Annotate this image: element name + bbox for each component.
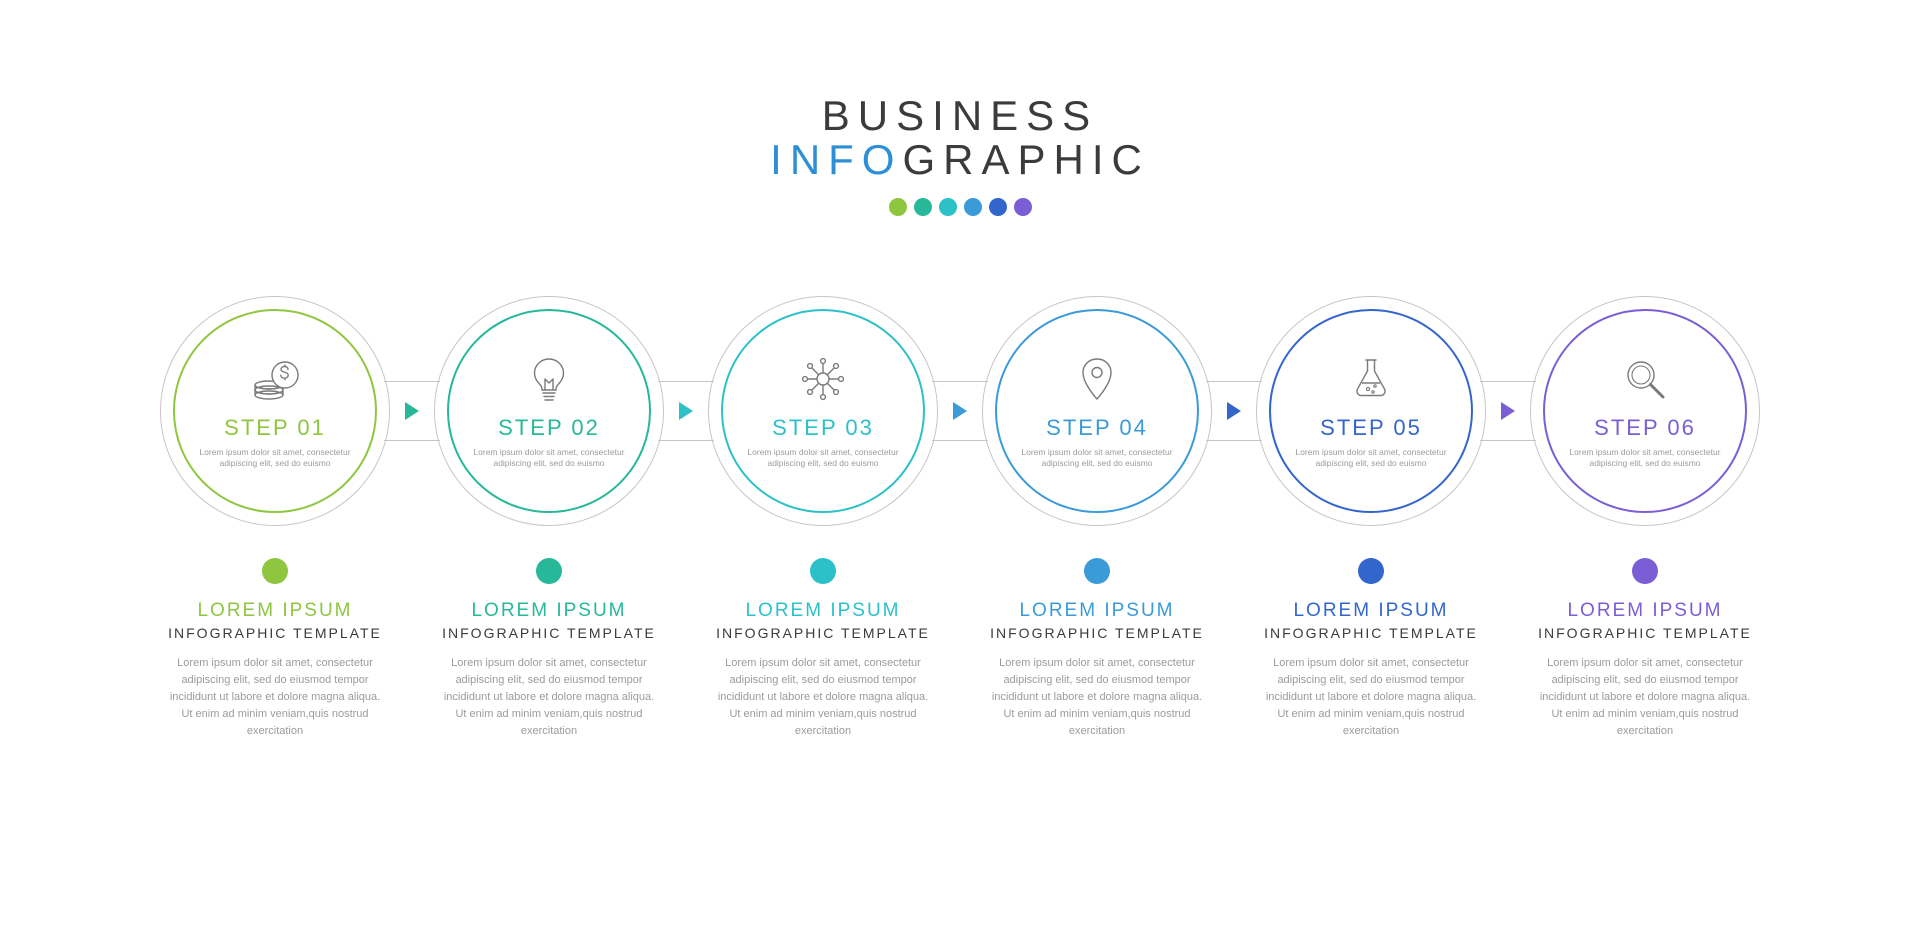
caption-title: LOREM IPSUM <box>434 600 664 622</box>
step-desc: Lorem ipsum dolor sit amet, consectetur … <box>1291 447 1451 470</box>
coins-dollar-icon <box>249 353 301 405</box>
caption-title: LOREM IPSUM <box>1530 600 1760 622</box>
step-label: STEP 05 <box>1320 415 1422 441</box>
header-dot <box>964 198 982 216</box>
chevron-right-icon <box>405 402 419 420</box>
caption-subtitle: INFOGRAPHIC TEMPLATE <box>1530 625 1760 641</box>
connector <box>390 381 434 441</box>
lightbulb-icon <box>523 353 575 405</box>
header: BUSINESS INFOGRAPHIC <box>0 0 1920 216</box>
caption: LOREM IPSUM INFOGRAPHIC TEMPLATE Lorem i… <box>160 558 390 740</box>
caption: LOREM IPSUM INFOGRAPHIC TEMPLATE Lorem i… <box>708 558 938 740</box>
caption-dot <box>536 558 562 584</box>
inner-ring: STEP 05 Lorem ipsum dolor sit amet, cons… <box>1269 309 1473 513</box>
connector-line-top <box>1480 381 1536 382</box>
chevron-right-icon <box>679 402 693 420</box>
inner-ring: STEP 01 Lorem ipsum dolor sit amet, cons… <box>173 309 377 513</box>
header-dot <box>914 198 932 216</box>
step-label: STEP 03 <box>772 415 874 441</box>
step-node: STEP 01 Lorem ipsum dolor sit amet, cons… <box>160 296 390 526</box>
step-desc: Lorem ipsum dolor sit amet, consectetur … <box>469 447 629 470</box>
caption-subtitle: INFOGRAPHIC TEMPLATE <box>1256 625 1486 641</box>
title-line2: INFOGRAPHIC <box>0 136 1920 184</box>
step-node: STEP 03 Lorem ipsum dolor sit amet, cons… <box>708 296 938 526</box>
step-desc: Lorem ipsum dolor sit amet, consectetur … <box>1565 447 1725 470</box>
caption-body: Lorem ipsum dolor sit amet, consectetur … <box>1530 655 1760 740</box>
step-node: STEP 04 Lorem ipsum dolor sit amet, cons… <box>982 296 1212 526</box>
map-pin-icon <box>1071 353 1123 405</box>
step-desc: Lorem ipsum dolor sit amet, consectetur … <box>195 447 355 470</box>
caption-title: LOREM IPSUM <box>160 600 390 622</box>
inner-ring: STEP 03 Lorem ipsum dolor sit amet, cons… <box>721 309 925 513</box>
step-label: STEP 01 <box>224 415 326 441</box>
caption-subtitle: INFOGRAPHIC TEMPLATE <box>982 625 1212 641</box>
chevron-right-icon <box>1501 402 1515 420</box>
header-dot <box>889 198 907 216</box>
connector-line-bottom <box>384 440 440 441</box>
connector-line-top <box>384 381 440 382</box>
flask-icon <box>1345 353 1397 405</box>
connector <box>1212 381 1256 441</box>
connector-line-top <box>932 381 988 382</box>
header-dot <box>1014 198 1032 216</box>
caption-title: LOREM IPSUM <box>708 600 938 622</box>
title-line2-part-b: GRAPHIC <box>902 136 1149 183</box>
inner-ring: STEP 02 Lorem ipsum dolor sit amet, cons… <box>447 309 651 513</box>
step-node: STEP 06 Lorem ipsum dolor sit amet, cons… <box>1530 296 1760 526</box>
title-line2-part-a: INFO <box>770 136 902 183</box>
caption: LOREM IPSUM INFOGRAPHIC TEMPLATE Lorem i… <box>1256 558 1486 740</box>
chevron-right-icon <box>1227 402 1241 420</box>
captions-row: LOREM IPSUM INFOGRAPHIC TEMPLATE Lorem i… <box>0 558 1920 740</box>
caption: LOREM IPSUM INFOGRAPHIC TEMPLATE Lorem i… <box>982 558 1212 740</box>
caption-subtitle: INFOGRAPHIC TEMPLATE <box>434 625 664 641</box>
caption-body: Lorem ipsum dolor sit amet, consectetur … <box>982 655 1212 740</box>
connector-line-top <box>1206 381 1262 382</box>
step-label: STEP 06 <box>1594 415 1696 441</box>
connector <box>1486 381 1530 441</box>
connector <box>938 381 982 441</box>
step-node: STEP 02 Lorem ipsum dolor sit amet, cons… <box>434 296 664 526</box>
title-line1: BUSINESS <box>0 92 1920 140</box>
step-label: STEP 02 <box>498 415 600 441</box>
inner-ring: STEP 04 Lorem ipsum dolor sit amet, cons… <box>995 309 1199 513</box>
step-label: STEP 04 <box>1046 415 1148 441</box>
step-chain: STEP 01 Lorem ipsum dolor sit amet, cons… <box>0 296 1920 526</box>
connector-line-top <box>658 381 714 382</box>
caption-dot <box>1632 558 1658 584</box>
inner-ring: STEP 06 Lorem ipsum dolor sit amet, cons… <box>1543 309 1747 513</box>
caption-dot <box>1358 558 1384 584</box>
caption-subtitle: INFOGRAPHIC TEMPLATE <box>160 625 390 641</box>
connector-line-bottom <box>1480 440 1536 441</box>
caption-body: Lorem ipsum dolor sit amet, consectetur … <box>160 655 390 740</box>
header-dot <box>939 198 957 216</box>
caption: LOREM IPSUM INFOGRAPHIC TEMPLATE Lorem i… <box>434 558 664 740</box>
caption-title: LOREM IPSUM <box>982 600 1212 622</box>
caption-dot <box>262 558 288 584</box>
caption-body: Lorem ipsum dolor sit amet, consectetur … <box>708 655 938 740</box>
network-nodes-icon <box>797 353 849 405</box>
caption-body: Lorem ipsum dolor sit amet, consectetur … <box>434 655 664 740</box>
header-dot <box>989 198 1007 216</box>
header-dots <box>0 198 1920 216</box>
connector-line-bottom <box>658 440 714 441</box>
step-desc: Lorem ipsum dolor sit amet, consectetur … <box>1017 447 1177 470</box>
caption-dot <box>1084 558 1110 584</box>
connector-line-bottom <box>932 440 988 441</box>
chevron-right-icon <box>953 402 967 420</box>
step-node: STEP 05 Lorem ipsum dolor sit amet, cons… <box>1256 296 1486 526</box>
caption: LOREM IPSUM INFOGRAPHIC TEMPLATE Lorem i… <box>1530 558 1760 740</box>
caption-body: Lorem ipsum dolor sit amet, consectetur … <box>1256 655 1486 740</box>
caption-subtitle: INFOGRAPHIC TEMPLATE <box>708 625 938 641</box>
connector-line-bottom <box>1206 440 1262 441</box>
caption-dot <box>810 558 836 584</box>
magnifier-icon <box>1619 353 1671 405</box>
caption-title: LOREM IPSUM <box>1256 600 1486 622</box>
connector <box>664 381 708 441</box>
step-desc: Lorem ipsum dolor sit amet, consectetur … <box>743 447 903 470</box>
